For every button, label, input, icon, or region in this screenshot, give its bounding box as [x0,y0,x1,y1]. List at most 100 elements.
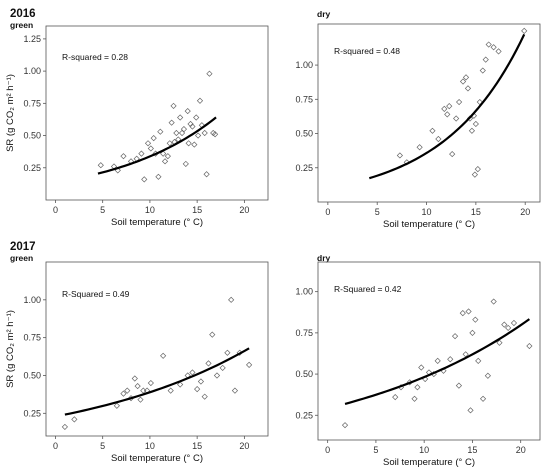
chart-2016-dry-point [490,44,497,51]
chart-2017-green-point [137,396,144,403]
chart-2016-dry-point [464,85,472,92]
chart-2016-dry-xtick-label: 0 [325,207,330,217]
chart-2017-green-point [120,390,127,397]
chart-2016-dry-point [455,98,463,106]
chart-2016-green-point [212,131,219,138]
chart-2017-dry-point [475,357,482,364]
chart-2017-green-point [189,369,196,376]
chart-2016-green-ylabel: SR (g CO₂ m² h⁻¹) [5,74,16,152]
chart-2017-dry-ytick-label: 0.75 [295,328,313,338]
chart-2016-dry-point [472,120,479,128]
chart-2017-green-point [213,372,221,379]
chart-2016-dry-point [471,171,478,178]
chart-2016-dry-xtick-label: 20 [520,207,530,217]
chart-2016-dry-point [482,56,489,63]
chart-2017-dry-point [496,339,503,346]
chart-2017-dry-point [341,422,349,429]
chart-2017-dry-point [451,333,459,340]
chart-2017-dry-point [455,382,463,389]
chart-2017-dry-point [418,364,425,371]
chart-2017-dry-xtick-label: 15 [467,445,477,455]
chart-2016-green-frame [45,25,269,201]
chart-2016-dry-xtick-label: 15 [471,207,481,217]
chart-2016-green-point [144,140,152,147]
chart-2017-dry-xtick-label: 10 [419,445,429,455]
chart-2016-green-point [185,140,192,147]
chart-2016-green-point [147,145,154,152]
chart-2017-green-r-squared: R-Squared = 0.49 [62,289,130,299]
chart-2016-green-point [164,153,171,160]
chart-2017-green-ytick-label: 1.00 [23,295,41,305]
chart-2016-green-panel-label: green [10,20,33,30]
chart-2017-dry-point [472,316,479,323]
chart-2016-dry-point [446,103,453,110]
chart-2016-green-point [178,129,186,137]
chart-2017-green-xlabel: Soil temperature (° C) [111,453,203,464]
chart-2017-green-point [201,393,208,400]
chart-2017-dry-xlabel: Soil temperature (° C) [383,457,475,468]
chart-2017-green-xtick-label: 0 [53,441,58,451]
chart-2016-dry-point [435,135,442,143]
chart-2017-green-point [224,349,231,356]
chart-2017-dry-point [479,395,487,402]
chart-2017-dry-point [459,309,466,317]
chart-2017-dry-point [484,372,491,379]
chart-2016-green-point [155,173,162,180]
chart-2016-green-point [193,114,200,121]
chart-2017-green-frame [45,261,269,437]
chart-2017-dry-panel-label: dry [317,253,331,263]
chart-2016-green-point [177,114,184,121]
chart-2016-green-point [157,128,164,135]
chart-2016-green-point [187,120,194,128]
chart-2016-green-point [168,119,175,126]
chart-2016-dry-point [485,41,492,48]
chart-2016-green-xtick-label: 5 [100,205,105,215]
chart-2017-green-point [131,375,138,382]
chart-2016-dry-point [521,27,528,34]
chart-2017-green-point [113,402,120,409]
chart-2016-green-point [173,129,180,137]
chart-2017-green-point [209,331,216,338]
chart-2017-green-panel-label: green [10,253,33,263]
chart-2017-dry-point [501,321,508,328]
chart-2016-green-point [161,158,169,165]
chart-2017-dry-point [434,357,441,364]
chart-2017-dry-ytick-label: 0.25 [295,410,313,420]
chart-2017-green-xtick-label: 15 [192,441,202,451]
chart-2016-green-point [138,150,145,157]
chart-2016-dry-point [441,105,448,112]
chart-2016-dry-panel-label: dry [317,9,331,19]
chart-2017-green-ylabel: SR (g CO₂ m² h⁻¹) [5,310,16,388]
chart-2016-dry-point [396,152,403,159]
chart-2017-dry-point [411,395,418,402]
chart-2017-green-point [228,296,235,303]
chart-2016-green-point [184,107,191,115]
chart-2016-dry-point [479,67,486,74]
chart-2017-green-ytick-label: 0.25 [23,408,41,418]
chart-2016-dry-ytick-label: 1.00 [295,60,313,70]
chart-2016-green-point [180,126,188,133]
chart-2016-green-ytick-label: 1.00 [23,66,41,76]
chart-2017-green-point [167,387,174,394]
chart-2016-dry-ytick-label: 0.50 [295,129,313,139]
chart-2017-green-point [147,379,154,387]
chart-2017-dry-fit-line [344,318,531,405]
year-2016-label: 2016 [10,8,36,20]
chart-2016-dry-point [453,115,460,122]
chart-2017-dry-xtick-label: 0 [325,445,330,455]
chart-2016-green-point [182,160,189,168]
chart-2016-green-point [150,135,157,142]
chart-2017-dry-frame [317,261,541,441]
chart-2017-dry-r-squared: R-Squared = 0.42 [334,284,402,294]
chart-2016-green-point [196,97,204,104]
chart-2017-dry-point [469,329,476,336]
chart-2016-green-point [206,70,213,77]
chart-2017-green-fit-line [64,347,250,416]
chart-2017-green-xtick-label: 20 [239,441,249,451]
chart-2017-green-point [61,423,68,431]
chart-2016-green-point [166,140,173,147]
chart-2016-dry-point [468,127,476,134]
chart-2017-green-ytick-label: 0.50 [23,370,41,380]
chart-2017-dry-point [505,324,512,332]
